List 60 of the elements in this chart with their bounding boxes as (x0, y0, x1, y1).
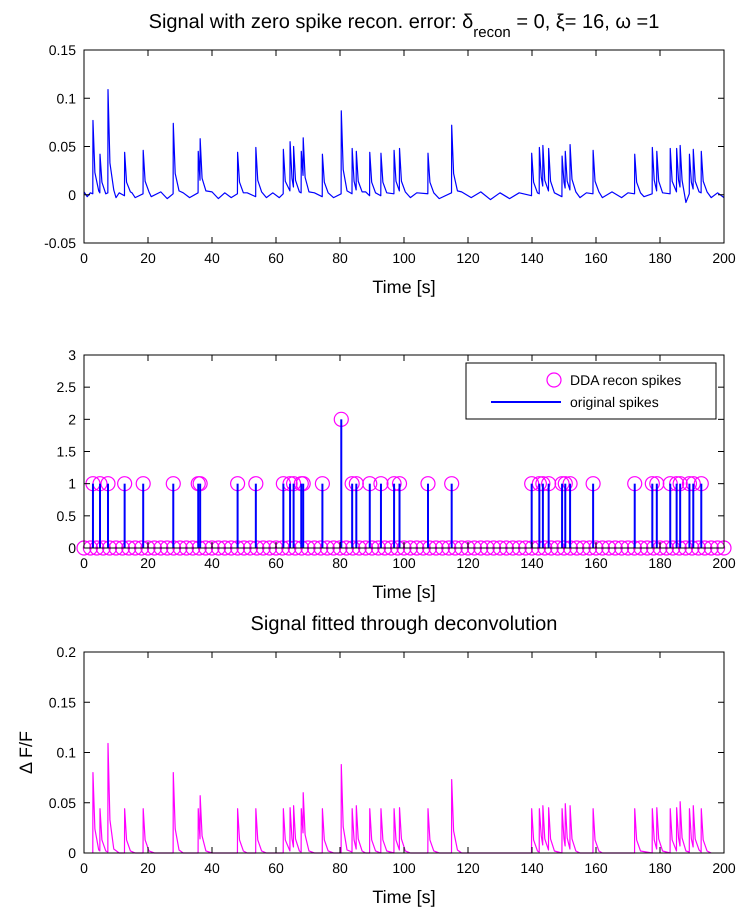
x-tick-label: 200 (712, 555, 736, 571)
x-tick-label: 200 (712, 250, 736, 266)
y-tick-label: 0 (68, 186, 76, 203)
x-tick-label: 0 (80, 250, 88, 266)
x-tick-label: 120 (456, 555, 480, 571)
x-tick-label: 180 (648, 555, 672, 571)
x-tick-label: 160 (584, 555, 608, 571)
x-tick-label: 40 (204, 250, 220, 266)
x-tick-label: 60 (268, 250, 284, 266)
y-tick-label: 0.15 (48, 42, 76, 58)
chart-title: Signal fitted through deconvolution (250, 613, 558, 635)
x-tick-label: 20 (140, 860, 156, 876)
x-tick-label: 20 (140, 555, 156, 571)
x-tick-label: 40 (204, 860, 220, 876)
x-tick-label: 60 (268, 860, 284, 876)
x-tick-label: 40 (204, 555, 220, 571)
x-tick-label: 160 (584, 860, 608, 876)
x-tick-label: 140 (520, 250, 544, 266)
x-axis-title: Time [s] (372, 887, 436, 907)
y-tick-label: 0.05 (48, 138, 76, 154)
x-axis-title: Time [s] (372, 582, 436, 602)
line-series (83, 88, 725, 204)
x-tick-label: 20 (140, 250, 156, 266)
y-tick-label: -0.05 (44, 235, 76, 251)
x-tick-label: 80 (332, 250, 348, 266)
x-tick-label: 140 (520, 555, 544, 571)
x-tick-label: 100 (392, 555, 416, 571)
y-tick-label: 0.2 (56, 644, 76, 660)
line-series (92, 742, 712, 854)
y-tick-label: 2 (68, 411, 76, 428)
y-tick-label: 2.5 (56, 379, 76, 396)
x-tick-label: 200 (712, 860, 736, 876)
chart-title: Signal with zero spike recon. error: δ$_{recon}$ = 0, ξ= 16, ω =1 (148, 11, 660, 40)
y-tick-label: 0.5 (56, 508, 76, 524)
x-tick-label: 180 (648, 250, 672, 266)
legend-label: original spikes (570, 394, 659, 410)
x-tick-label: 120 (456, 250, 480, 266)
x-tick-label: 140 (520, 860, 544, 876)
x-tick-label: 100 (392, 860, 416, 876)
x-tick-label: 60 (268, 555, 284, 571)
y-tick-label: 0 (68, 845, 76, 861)
x-tick-label: 0 (80, 555, 88, 571)
x-tick-label: 80 (332, 555, 348, 571)
y-tick-label: 0.1 (56, 90, 76, 106)
x-tick-label: 120 (456, 860, 480, 876)
y-tick-label: 0.15 (48, 694, 76, 710)
x-tick-label: 160 (584, 250, 608, 266)
x-tick-label: 80 (332, 860, 348, 876)
y-axis-title: Δ F/F (16, 730, 36, 774)
legend-label: DDA recon spikes (570, 372, 682, 388)
y-tick-label: 0 (68, 540, 76, 556)
y-tick-label: 1.5 (56, 444, 76, 460)
x-axis-title: Time [s] (372, 277, 436, 297)
x-tick-label: 180 (648, 860, 672, 876)
y-tick-label: 3 (68, 347, 76, 363)
x-tick-label: 0 (80, 860, 88, 876)
x-tick-label: 100 (392, 250, 416, 266)
y-tick-label: 1 (68, 476, 76, 492)
y-tick-label: 0.05 (48, 794, 76, 811)
y-tick-label: 0.1 (56, 744, 76, 760)
